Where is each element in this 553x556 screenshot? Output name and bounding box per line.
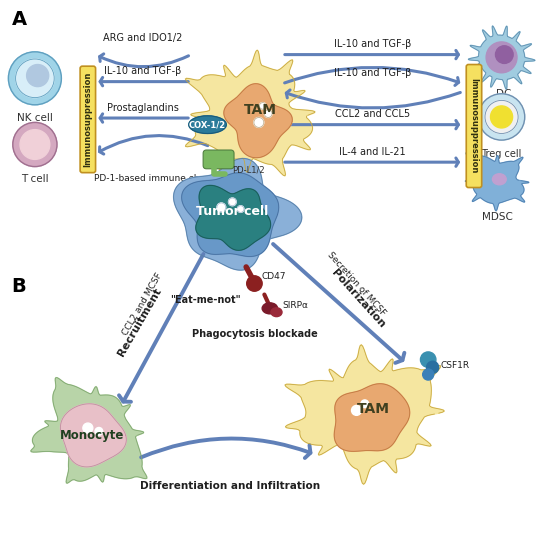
Text: Immunosuppression: Immunosuppression bbox=[469, 78, 478, 173]
Circle shape bbox=[247, 276, 262, 291]
Text: TAM: TAM bbox=[357, 402, 389, 416]
Circle shape bbox=[259, 103, 266, 109]
Circle shape bbox=[352, 405, 362, 415]
Text: Prostaglandins: Prostaglandins bbox=[107, 102, 179, 112]
Polygon shape bbox=[285, 345, 444, 484]
Text: Monocyte: Monocyte bbox=[60, 429, 124, 441]
Circle shape bbox=[491, 106, 513, 128]
Text: Recruitment: Recruitment bbox=[116, 286, 163, 358]
Circle shape bbox=[485, 101, 518, 133]
Circle shape bbox=[13, 122, 57, 167]
Circle shape bbox=[422, 369, 434, 380]
Text: COX-1/2: COX-1/2 bbox=[189, 120, 226, 129]
Text: A: A bbox=[12, 11, 27, 29]
Text: CCL2 and CCL5: CCL2 and CCL5 bbox=[335, 109, 410, 119]
Text: DC: DC bbox=[496, 90, 512, 100]
Text: PD-L1/2: PD-L1/2 bbox=[232, 166, 265, 175]
Circle shape bbox=[486, 42, 517, 73]
Circle shape bbox=[264, 110, 272, 117]
Text: IL-10 and TGF-β: IL-10 and TGF-β bbox=[334, 38, 411, 48]
Ellipse shape bbox=[271, 308, 282, 316]
Text: Tumor cell: Tumor cell bbox=[196, 205, 269, 219]
Polygon shape bbox=[334, 384, 410, 451]
Circle shape bbox=[15, 59, 54, 98]
Circle shape bbox=[8, 52, 61, 105]
Text: Immunosuppression: Immunosuppression bbox=[84, 72, 92, 167]
Circle shape bbox=[237, 206, 244, 212]
Text: B: B bbox=[12, 277, 27, 296]
Text: Phagocytosis blockade: Phagocytosis blockade bbox=[191, 329, 317, 339]
FancyBboxPatch shape bbox=[203, 150, 234, 169]
Circle shape bbox=[420, 352, 436, 368]
Circle shape bbox=[20, 130, 50, 160]
Text: SIRPα: SIRPα bbox=[282, 301, 308, 310]
Circle shape bbox=[361, 400, 369, 408]
Text: ARG and IDO1/2: ARG and IDO1/2 bbox=[103, 33, 182, 43]
Circle shape bbox=[83, 423, 93, 433]
Text: IL-4 and IL-21: IL-4 and IL-21 bbox=[339, 147, 406, 157]
Polygon shape bbox=[174, 158, 302, 270]
Polygon shape bbox=[224, 84, 293, 158]
Text: NK cell: NK cell bbox=[17, 113, 53, 123]
Text: CD47: CD47 bbox=[261, 272, 285, 281]
Circle shape bbox=[478, 94, 525, 140]
Polygon shape bbox=[465, 153, 529, 211]
Circle shape bbox=[495, 46, 513, 63]
FancyBboxPatch shape bbox=[466, 64, 482, 187]
Circle shape bbox=[217, 203, 226, 212]
Text: CSF1R: CSF1R bbox=[440, 361, 469, 370]
Circle shape bbox=[254, 117, 264, 127]
Polygon shape bbox=[196, 185, 270, 250]
Text: Treg cell: Treg cell bbox=[481, 149, 521, 159]
Polygon shape bbox=[468, 26, 535, 90]
Text: Secretion of MCSF: Secretion of MCSF bbox=[326, 250, 388, 317]
Ellipse shape bbox=[189, 116, 226, 133]
Polygon shape bbox=[60, 404, 126, 467]
Circle shape bbox=[27, 64, 49, 87]
Text: IL-10 and TGF-β: IL-10 and TGF-β bbox=[105, 66, 182, 76]
Text: T cell: T cell bbox=[21, 174, 49, 184]
Text: Polarization: Polarization bbox=[330, 268, 387, 330]
Text: Differentiation and Infiltration: Differentiation and Infiltration bbox=[139, 481, 320, 491]
Polygon shape bbox=[31, 378, 147, 483]
Text: MDSC: MDSC bbox=[482, 212, 513, 222]
Text: CCL2 and MCSF: CCL2 and MCSF bbox=[122, 271, 165, 337]
Text: PD-1-based immune checkpoint: PD-1-based immune checkpoint bbox=[95, 174, 239, 183]
FancyBboxPatch shape bbox=[80, 66, 96, 173]
Ellipse shape bbox=[262, 303, 278, 314]
Circle shape bbox=[95, 428, 103, 435]
Ellipse shape bbox=[493, 173, 506, 185]
Circle shape bbox=[426, 361, 439, 374]
Text: IL-10 and TGF-β: IL-10 and TGF-β bbox=[334, 68, 411, 78]
Polygon shape bbox=[185, 50, 315, 176]
Text: "Eat-me-not": "Eat-me-not" bbox=[170, 295, 241, 305]
Polygon shape bbox=[182, 173, 279, 256]
Text: TAM: TAM bbox=[243, 103, 276, 117]
Circle shape bbox=[228, 198, 236, 206]
